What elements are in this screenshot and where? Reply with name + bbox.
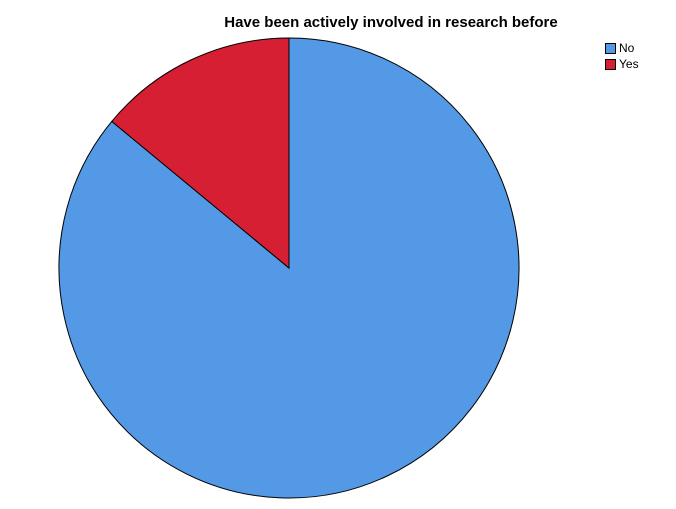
chart-legend: No Yes	[605, 40, 639, 72]
legend-swatch	[605, 42, 616, 54]
chart-title: Have been actively involved in research …	[224, 14, 558, 31]
legend-item-no: No	[605, 40, 639, 56]
pie-slice-yes	[111, 37, 290, 270]
legend-label: No	[619, 41, 635, 55]
legend-label: Yes	[619, 57, 639, 71]
legend-item-yes: Yes	[605, 56, 639, 72]
legend-swatch	[605, 58, 616, 70]
